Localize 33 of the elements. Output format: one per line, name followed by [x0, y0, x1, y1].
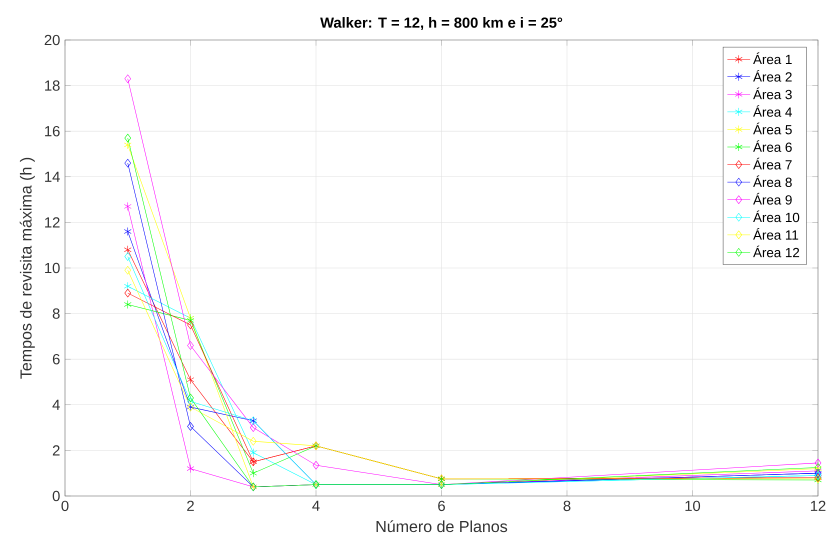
legend-label: Área 9 [753, 192, 792, 205]
legend-label: Área 4 [753, 105, 792, 117]
legend-label: Área 1 [753, 52, 792, 64]
y-tick-label: 0 [52, 490, 60, 502]
x-tick-label: 12 [810, 500, 826, 511]
y-axis-title: Tempos de revisita máxima (h ) [20, 158, 35, 379]
legend-label: Área 10 [753, 210, 800, 222]
x-tick-label: 10 [685, 500, 700, 512]
y-tick-label: 6 [52, 354, 60, 364]
y-tick-label: 20 [44, 34, 60, 46]
y-tick-label: 4 [52, 400, 60, 410]
chart-title: Walker: T = 12, h = 800 km e i = 25° [320, 17, 562, 30]
legend-label: Área 8 [753, 175, 792, 188]
y-tick-label: 2 [52, 445, 60, 456]
x-tick-label: 6 [438, 500, 445, 512]
legend-label: Área 3 [753, 88, 792, 100]
y-tick-label: 12 [45, 217, 60, 228]
x-axis-title: Número de Planos [376, 520, 508, 532]
y-tick-label: 16 [45, 126, 60, 136]
legend-label: Área 5 [753, 122, 792, 134]
legend-label: Área 6 [753, 140, 792, 152]
legend-label: Área 12 [753, 246, 800, 258]
y-tick-label: 14 [45, 172, 60, 182]
y-tick-label: 10 [45, 262, 60, 274]
x-tick-label: 2 [187, 500, 194, 511]
legend-label: Área 2 [753, 70, 792, 82]
y-tick-label: 8 [52, 308, 60, 319]
legend-label: Área 11 [753, 228, 798, 240]
x-tick-label: 8 [564, 500, 570, 512]
legend-label: Área 7 [753, 158, 792, 170]
y-tick-label: 18 [45, 80, 60, 91]
x-tick-label: 0 [61, 500, 68, 512]
x-tick-label: 4 [312, 500, 320, 511]
